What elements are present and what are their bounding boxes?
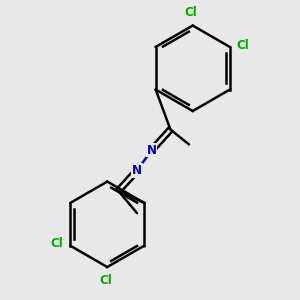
Text: Cl: Cl [99, 274, 112, 287]
Text: Cl: Cl [184, 6, 197, 19]
Text: N: N [132, 164, 142, 177]
Text: Cl: Cl [236, 38, 249, 52]
Text: N: N [147, 143, 157, 157]
Text: Cl: Cl [51, 237, 64, 250]
